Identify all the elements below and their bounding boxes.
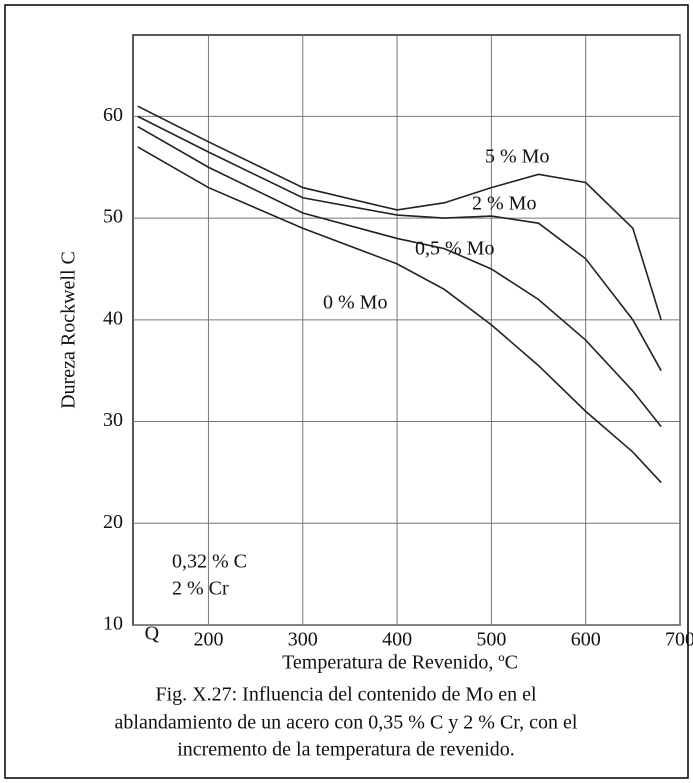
series-label: 0,5 % Mo [415, 238, 494, 260]
caption-line: Fig. X.27: Influencia del contenido de M… [155, 684, 536, 706]
line-series [137, 125, 662, 428]
plot-frame [132, 34, 681, 626]
figure-border [4, 4, 689, 779]
x-tick-label: 500 [476, 629, 506, 651]
caption-line: incremento de la temperatura de revenido… [177, 739, 515, 761]
x-tick-label: 600 [571, 629, 601, 651]
x-tick-label: 400 [382, 629, 412, 651]
y-tick-label: 30 [103, 409, 123, 431]
annotation: 2 % Cr [172, 578, 229, 600]
x-tick-label: 700 [665, 629, 693, 651]
x-tick-label: Q [145, 623, 160, 645]
y-tick-label: 10 [103, 613, 123, 635]
x-tick-label: 300 [288, 629, 318, 651]
x-axis-title: Temperatura de Revenido, ºC [282, 652, 518, 674]
line-series [137, 115, 662, 372]
series-label: 0 % Mo [323, 292, 387, 314]
x-tick-label: 200 [193, 629, 223, 651]
line-series [137, 146, 662, 484]
y-tick-label: 50 [103, 206, 123, 228]
series-label: 2 % Mo [472, 193, 536, 215]
y-tick-label: 40 [103, 307, 123, 329]
y-tick-label: 60 [103, 104, 123, 126]
y-tick-label: 20 [103, 511, 123, 533]
caption-line: ablandamiento de un acero con 0,35 % C y… [115, 712, 578, 734]
y-axis-title: Dureza Rockwell C [58, 251, 80, 409]
line-series [137, 105, 662, 321]
annotation: 0,32 % C [172, 551, 247, 573]
series-label: 5 % Mo [485, 146, 549, 168]
